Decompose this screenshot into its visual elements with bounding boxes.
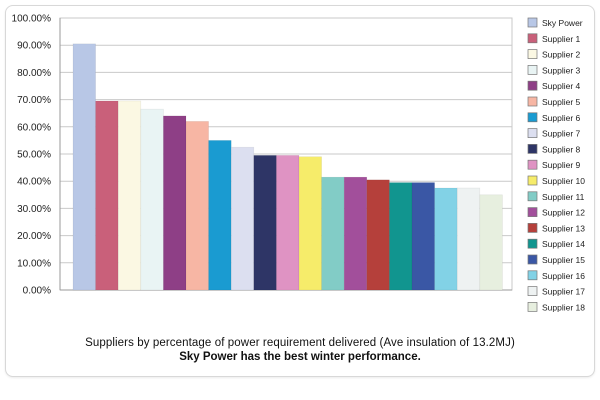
chart-caption: Suppliers by percentage of power require…: [85, 337, 515, 349]
legend-swatch: [527, 207, 538, 217]
legend-swatch: [527, 96, 538, 107]
legend-label: Supplier 9: [542, 160, 581, 170]
legend-label: Supplier 12: [542, 208, 585, 218]
y-tick-label: 0.00%: [23, 286, 51, 297]
legend-swatch: [527, 238, 538, 249]
legend-label: Supplier 6: [542, 113, 581, 123]
legend-swatch: [527, 65, 538, 75]
legend-label: Supplier 15: [542, 255, 585, 265]
legend-swatch: [527, 49, 538, 59]
legend-label: Supplier 4: [542, 81, 581, 91]
legend-label: Supplier 2: [542, 50, 581, 60]
y-tick-label: 60.00%: [17, 122, 51, 133]
y-tick-label: 100.00%: [12, 14, 52, 25]
legend-swatch: [527, 17, 538, 28]
bar: [208, 140, 232, 291]
legend-swatch: [527, 112, 538, 123]
legend-swatch: [527, 159, 538, 170]
legend-swatch: [527, 191, 538, 202]
legend-swatch: [527, 80, 538, 91]
legend-label: Supplier 10: [542, 176, 585, 186]
legend-swatch: [527, 223, 538, 233]
bar: [343, 176, 368, 291]
y-tick-label: 80.00%: [17, 68, 51, 79]
legend-swatch: [527, 144, 538, 154]
bar: [140, 108, 164, 291]
legend-label: Supplier 11: [542, 192, 585, 202]
legend-label: Supplier 18: [542, 302, 585, 312]
bar: [321, 176, 345, 291]
legend-label: Supplier 3: [542, 65, 581, 75]
bar: [366, 179, 390, 291]
y-tick-label: 50.00%: [17, 150, 51, 161]
y-tick-label: 10.00%: [17, 258, 51, 269]
legend-swatch: [527, 302, 538, 312]
bar: [117, 100, 142, 291]
legend-label: Supplier 5: [542, 97, 581, 107]
legend-label: Supplier 8: [542, 144, 581, 154]
legend-label: Supplier 16: [542, 271, 585, 281]
bar: [185, 121, 209, 291]
bar: [230, 146, 255, 291]
bar: [95, 100, 119, 291]
y-tick-label: 30.00%: [17, 204, 51, 215]
bar: [276, 155, 300, 291]
legend-swatch: [527, 270, 538, 281]
legend-swatch: [527, 175, 538, 186]
legend-label: Sky Power: [542, 18, 583, 28]
legend-swatch: [527, 254, 538, 265]
bar: [456, 187, 481, 291]
legend-swatch: [527, 286, 538, 296]
y-tick-label: 70.00%: [17, 95, 51, 106]
legend-label: Supplier 13: [542, 223, 585, 233]
legend-swatch: [527, 33, 538, 44]
bar: [389, 182, 413, 291]
y-tick-label: 40.00%: [17, 177, 51, 188]
legend-swatch: [527, 128, 538, 138]
bar: [253, 155, 277, 291]
legend-label: Supplier 14: [542, 239, 585, 249]
bar: [479, 194, 503, 291]
y-tick-label: 20.00%: [17, 231, 51, 242]
chart-subcaption: Sky Power has the best winter performanc…: [179, 351, 421, 363]
bar: [72, 43, 96, 291]
y-tick-label: 90.00%: [17, 41, 51, 52]
bar: [411, 182, 435, 291]
bar: [163, 115, 187, 291]
legend-label: Supplier 17: [542, 287, 585, 297]
bar: [434, 187, 458, 291]
legend-label: Supplier 1: [542, 34, 581, 44]
legend-label: Supplier 7: [542, 129, 581, 139]
bar: [298, 156, 322, 291]
